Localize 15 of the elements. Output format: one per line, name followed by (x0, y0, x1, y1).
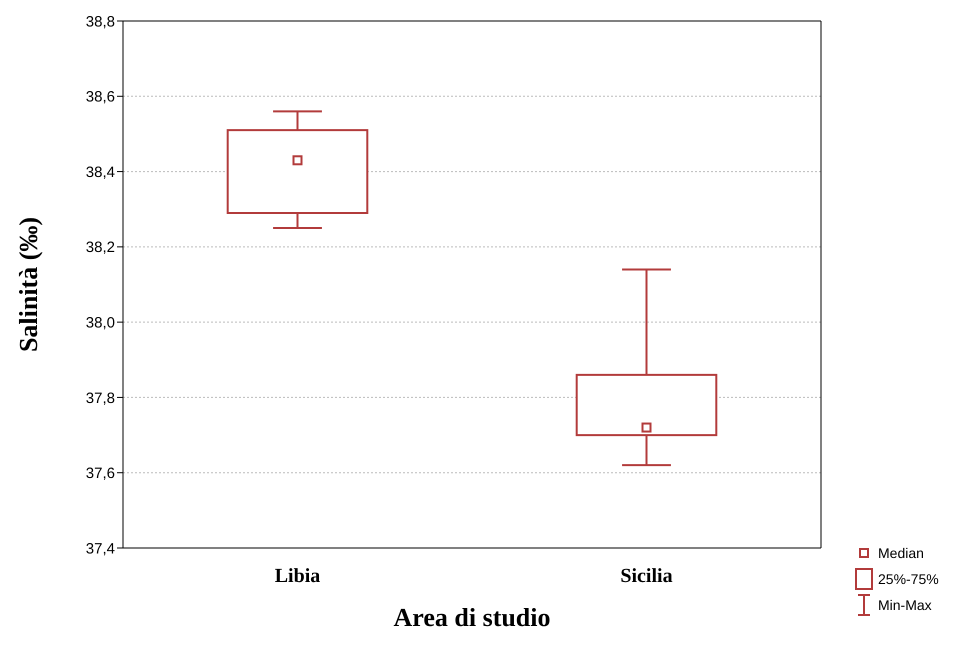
text: Median (878, 545, 924, 561)
y-tick-label: 38,0 (86, 314, 115, 332)
y-tick-label: 37,8 (86, 390, 115, 407)
y-tick-label: 37,4 (86, 540, 115, 558)
y-tick-label: 38,8 (86, 13, 115, 30)
y-tick-label: 38,2 (86, 239, 115, 256)
x-axis-title: Area di studio (394, 603, 550, 632)
y-tick-label: 38,4 (86, 164, 115, 181)
text: Min-Max (878, 597, 932, 613)
y-axis-title: Salinità (‰) (14, 216, 44, 352)
text: 25%-75% (878, 571, 939, 587)
y-tick-label: 37,6 (86, 465, 115, 482)
x-tick-label: Libia (274, 565, 320, 588)
y-tick-label: 38,6 (86, 88, 115, 106)
x-tick-label: Sicilia (620, 565, 673, 588)
